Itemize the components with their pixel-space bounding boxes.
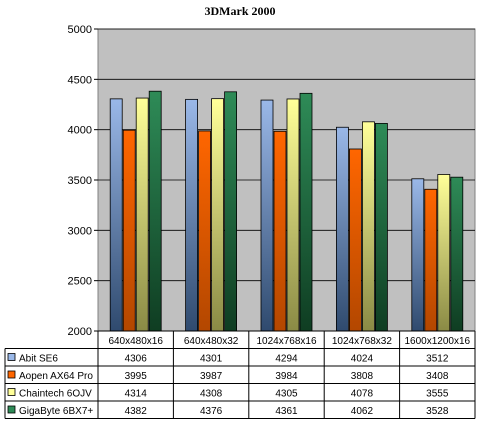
bar-abit-se6 xyxy=(260,99,274,332)
bar-chaintech-6ojv xyxy=(361,121,375,332)
y-tick-label: 2500 xyxy=(68,276,92,288)
bar-gigabyte-6bx7- xyxy=(148,90,162,332)
data-label: 3408 xyxy=(426,371,449,382)
data-label: 3528 xyxy=(426,406,449,417)
bar-chaintech-6ojv xyxy=(437,174,451,332)
x-category-label: 1024x768x32 xyxy=(332,336,392,347)
data-label: 3555 xyxy=(426,389,449,400)
data-label: 4361 xyxy=(275,406,298,417)
bar-chaintech-6ojv xyxy=(211,98,225,332)
data-label: 3995 xyxy=(125,371,148,382)
bar-aopen-ax64-pro xyxy=(424,188,438,332)
data-label: 3808 xyxy=(351,371,374,382)
legend-swatch xyxy=(7,388,16,396)
legend-label: GigaByte 6BX7+ xyxy=(19,406,93,417)
data-label: 4308 xyxy=(200,389,223,400)
y-tick-label: 3500 xyxy=(68,175,92,187)
bar-gigabyte-6bx7- xyxy=(299,92,313,332)
data-label: 4314 xyxy=(125,389,148,400)
x-category-label: 1024x768x16 xyxy=(256,336,316,347)
data-label: 3987 xyxy=(200,371,223,382)
data-label: 4382 xyxy=(125,406,148,417)
bar-gigabyte-6bx7- xyxy=(224,91,238,332)
data-label: 4376 xyxy=(200,406,223,417)
bar-chaintech-6ojv xyxy=(286,98,300,332)
data-table: 640x480x16 640x480x32 1024x768x16 1024x768x… xyxy=(4,330,476,419)
legend-label: Aopen AX64 Pro xyxy=(19,371,93,382)
y-tick-label: 4000 xyxy=(68,125,92,137)
data-label: 4301 xyxy=(200,354,223,365)
data-label: 4294 xyxy=(275,354,298,365)
data-label: 4305 xyxy=(275,389,298,400)
y-tick-label: 4500 xyxy=(68,74,92,86)
bar-aopen-ax64-pro xyxy=(273,130,287,332)
chart-title: 3DMark 2000 xyxy=(204,4,276,18)
x-category-label: 640x480x16 xyxy=(108,336,163,347)
data-label: 4062 xyxy=(351,406,374,417)
data-label: 4078 xyxy=(351,389,374,400)
data-label: 4306 xyxy=(125,354,148,365)
bar-aopen-ax64-pro xyxy=(348,148,362,332)
data-label: 4024 xyxy=(351,354,374,365)
bar-abit-se6 xyxy=(109,98,123,332)
y-tick-label: 3000 xyxy=(68,225,92,237)
bar-gigabyte-6bx7- xyxy=(450,176,464,332)
bar-chaintech-6ojv xyxy=(135,97,149,332)
data-label: 3984 xyxy=(275,371,298,382)
y-tick-label: 2000 xyxy=(68,326,92,338)
bar-abit-se6 xyxy=(335,126,349,332)
y-tick-label: 5000 xyxy=(68,24,92,36)
legend-swatch xyxy=(7,353,16,361)
bar-gigabyte-6bx7- xyxy=(374,123,388,332)
y-axis: 2000 2500 3000 3500 4000 4500 5000 xyxy=(68,24,98,338)
legend-label: Chaintech 6OJV xyxy=(19,389,92,400)
legend-swatch xyxy=(7,405,16,414)
bar-abit-se6 xyxy=(185,98,199,332)
legend-swatch xyxy=(7,370,16,379)
x-category-label: 640x480x32 xyxy=(184,336,239,347)
x-category-label: 1600x1200x16 xyxy=(404,336,470,347)
bar-aopen-ax64-pro xyxy=(198,130,212,332)
bar-aopen-ax64-pro xyxy=(122,129,136,332)
bar-abit-se6 xyxy=(411,178,425,332)
data-label: 3512 xyxy=(426,354,449,365)
legend-label: Abit SE6 xyxy=(19,354,58,365)
